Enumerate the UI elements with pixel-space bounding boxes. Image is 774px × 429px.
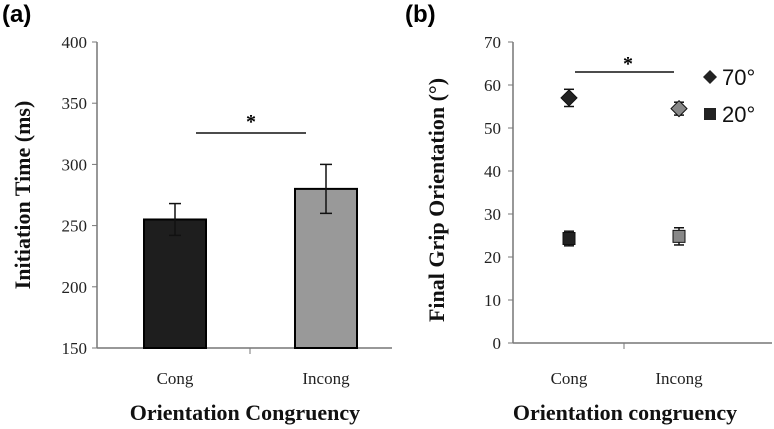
significance-star: * [623, 53, 633, 75]
y-tick-label: 50 [484, 119, 501, 138]
legend-marker-20 [704, 108, 716, 120]
x-axis-label-b: Orientation congruency [513, 400, 737, 425]
point-20° [562, 232, 576, 246]
x-tick-label: Cong [551, 369, 588, 388]
y-tick-label: 30 [484, 205, 501, 224]
panel-label-a: (a) [2, 1, 31, 28]
significance-star: * [246, 111, 256, 133]
y-tick-label: 10 [484, 291, 501, 310]
y-tick-label: 300 [62, 155, 88, 174]
x-axis-label-a: Orientation Congruency [130, 400, 360, 425]
legend-label: 20° [722, 102, 755, 127]
legend-label: 70° [722, 65, 755, 90]
y-tick-label: 70 [484, 33, 501, 52]
x-tick-label: Incong [655, 369, 703, 388]
y-tick-label: 0 [493, 334, 502, 353]
legend-marker-70 [703, 70, 717, 84]
y-tick-label: 350 [62, 94, 88, 113]
y-tick-label: 400 [62, 33, 88, 52]
y-tick-label: 250 [62, 217, 88, 236]
point-70° [670, 99, 688, 118]
x-tick-label: Incong [302, 369, 350, 388]
y-tick-label: 200 [62, 278, 88, 297]
x-tick-label: Cong [157, 369, 194, 388]
y-tick-label: 150 [62, 339, 88, 358]
bar-incong [294, 187, 358, 349]
bar-cong [143, 218, 207, 349]
point-70° [560, 89, 578, 107]
y-tick-label: 20 [484, 248, 501, 267]
y-tick-label: 40 [484, 162, 501, 181]
panel-label-b: (b) [405, 1, 436, 28]
y-axis-label-b: Final Grip Orientation (°) [424, 78, 449, 322]
y-axis-label-a: Initiation Time (ms) [10, 101, 35, 290]
point-20° [672, 229, 686, 243]
y-tick-label: 60 [484, 76, 501, 95]
